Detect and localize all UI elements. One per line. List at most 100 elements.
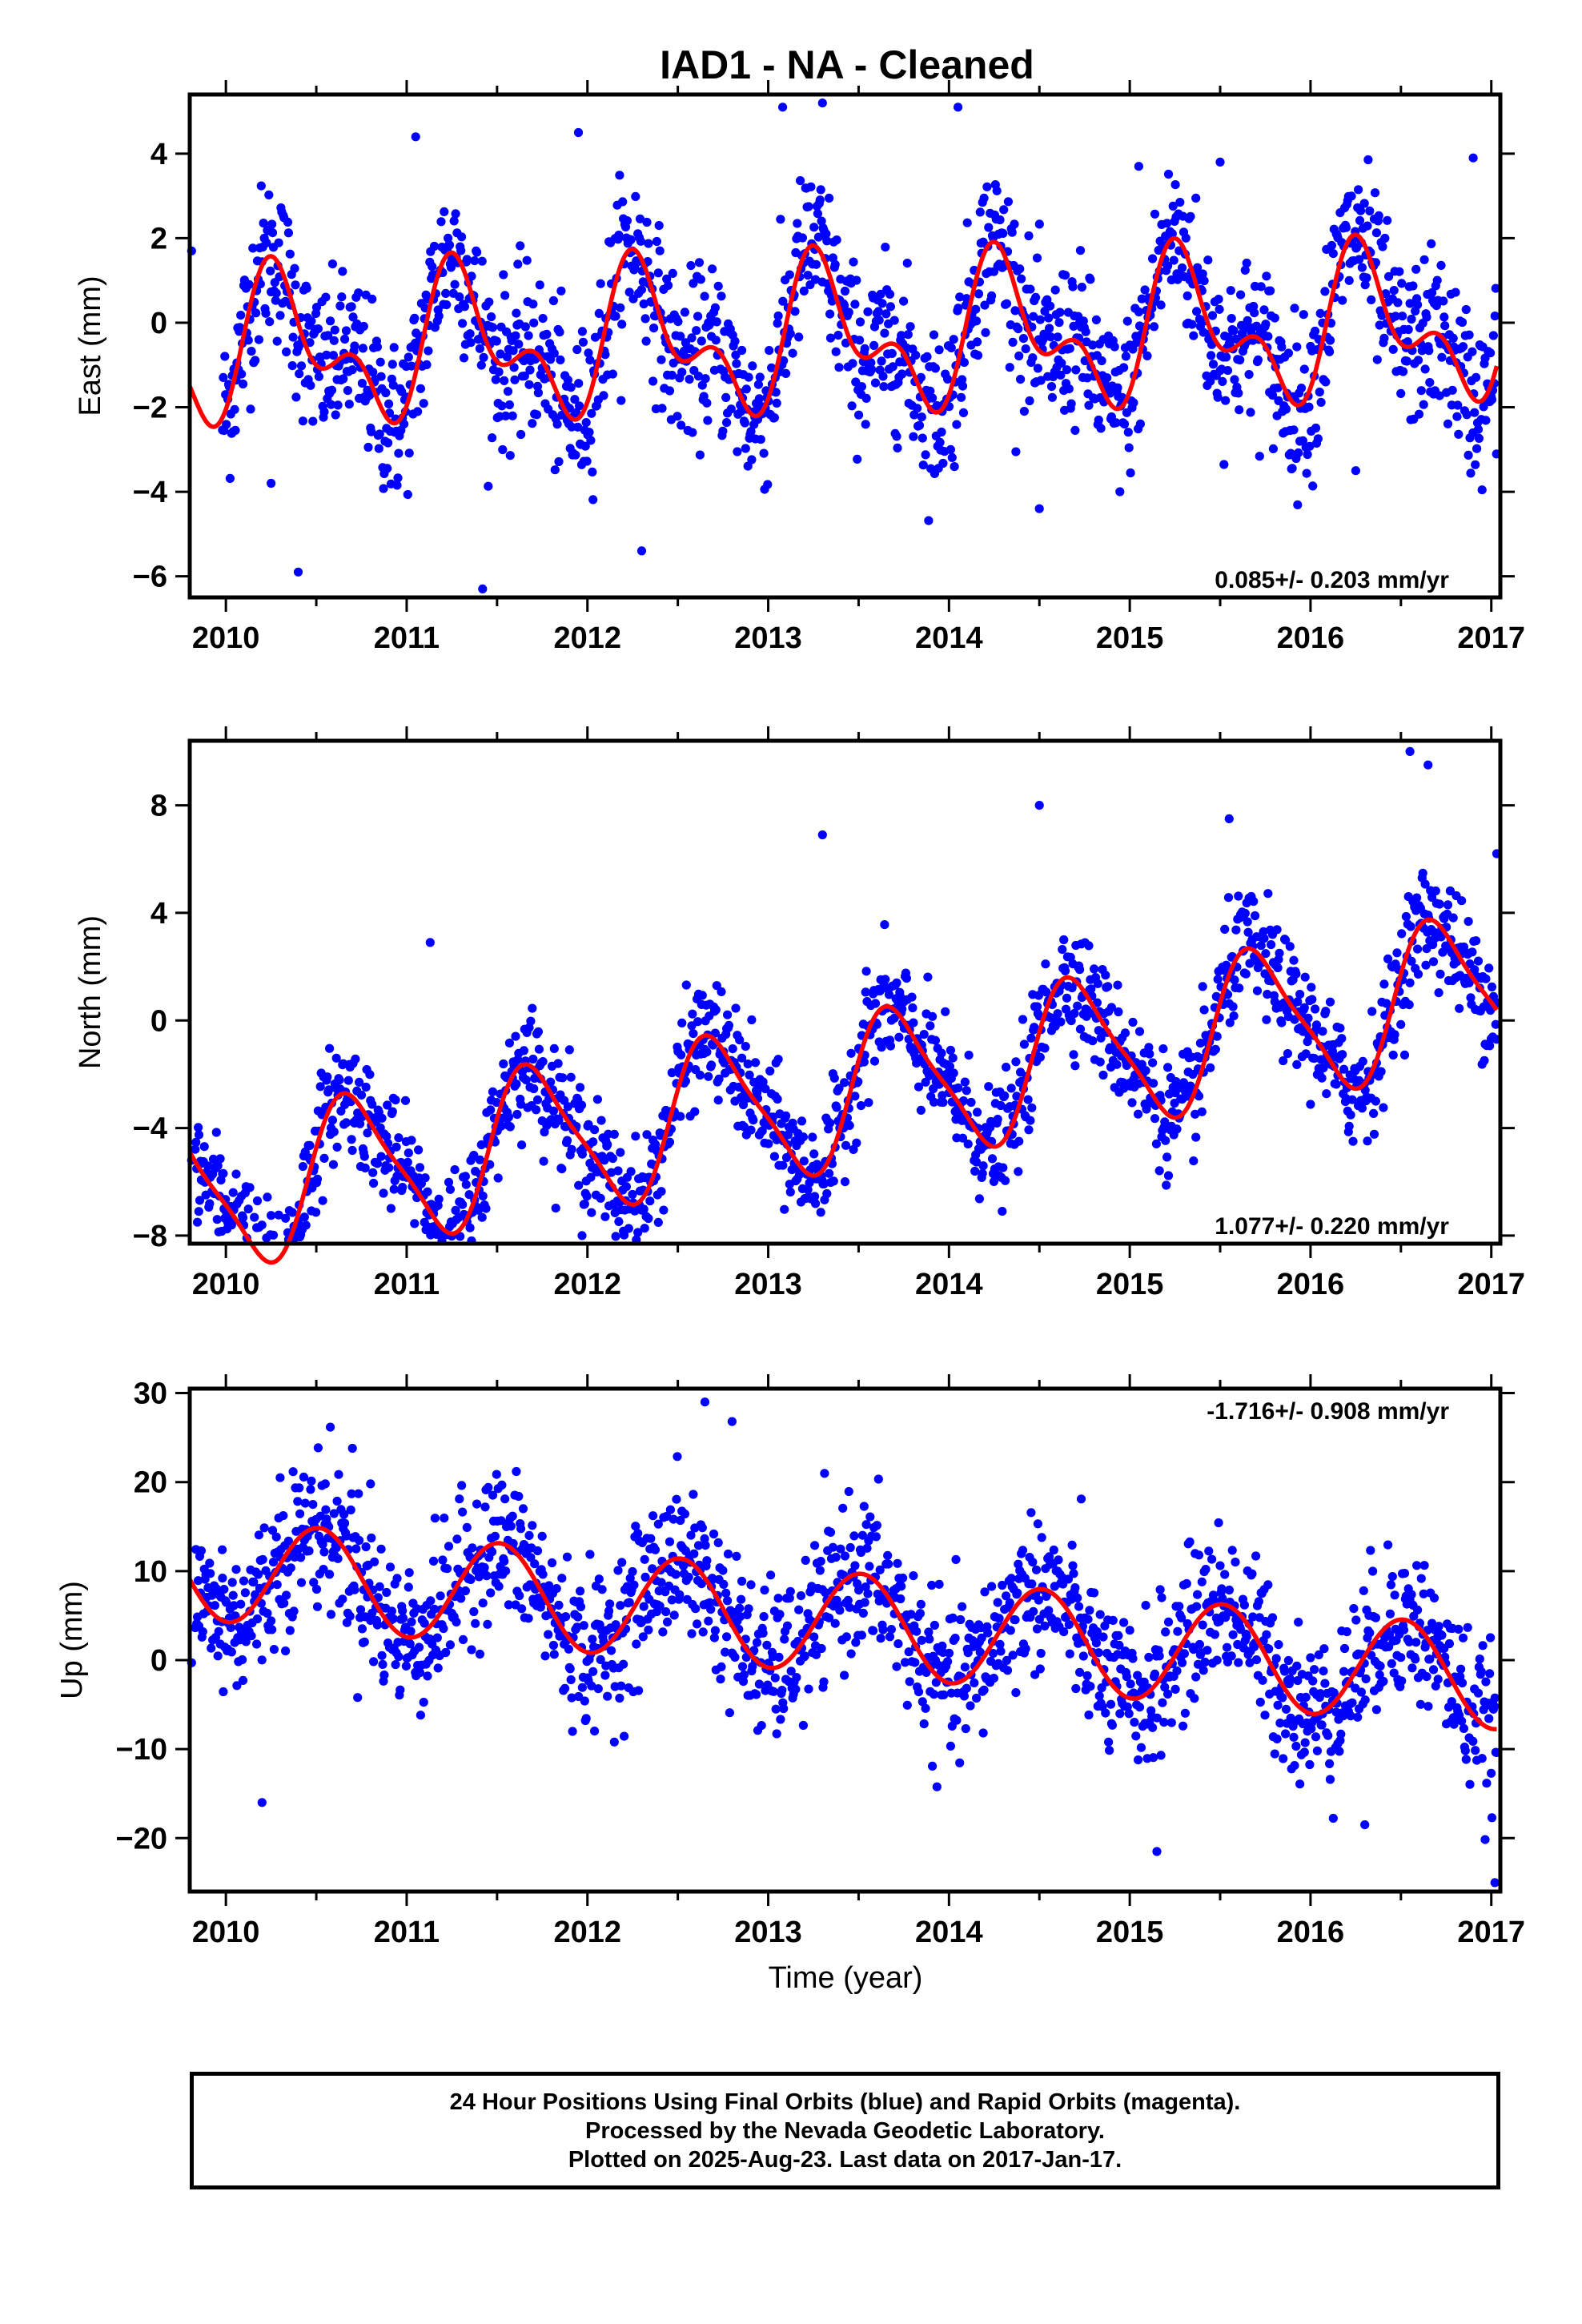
east-data-point xyxy=(1011,447,1021,456)
up-data-point xyxy=(332,1496,342,1506)
east-data-point xyxy=(296,361,307,371)
north-data-point xyxy=(1002,1063,1011,1072)
east-data-point xyxy=(1468,347,1477,356)
north-data-point xyxy=(563,1102,573,1112)
east-data-point xyxy=(1411,264,1421,274)
east-data-point xyxy=(494,367,504,376)
north-data-point xyxy=(394,1133,404,1143)
up-data-point xyxy=(759,1612,769,1622)
east-data-point xyxy=(465,329,475,339)
up-data-point xyxy=(960,1663,970,1672)
up-data-point xyxy=(817,1643,826,1654)
east-data-point xyxy=(870,378,881,388)
north-data-point xyxy=(329,1127,339,1136)
north-data-point xyxy=(1103,982,1113,991)
north-data-point xyxy=(191,1137,201,1147)
east-data-point xyxy=(1316,397,1326,407)
east-data-point xyxy=(1262,271,1271,281)
up-data-point xyxy=(838,1503,848,1513)
north-data-point xyxy=(1120,1028,1130,1038)
east-data-point xyxy=(946,343,956,352)
north-data-point xyxy=(1401,911,1411,922)
north-data-point xyxy=(590,1125,600,1135)
up-data-point xyxy=(532,1546,543,1556)
up-data-point xyxy=(271,1532,281,1542)
north-data-point xyxy=(379,1188,388,1198)
up-data-point xyxy=(878,1625,888,1634)
north-data-point xyxy=(1220,924,1230,934)
east-data-point xyxy=(484,481,493,491)
east-data-point xyxy=(877,356,886,366)
east-data-point xyxy=(854,410,864,420)
north-data-point xyxy=(1056,1017,1066,1027)
up-data-point xyxy=(580,1696,589,1706)
north-data-point xyxy=(639,1204,648,1214)
up-data-point xyxy=(353,1693,363,1703)
east-data-point xyxy=(1230,375,1239,384)
east-data-point xyxy=(1078,316,1088,326)
east-data-point xyxy=(256,181,266,191)
east-data-point xyxy=(1199,276,1209,286)
up-data-point xyxy=(1034,1595,1043,1605)
east-rate-label: 0.085+/- 0.203 mm/yr xyxy=(1215,567,1449,593)
east-data-point xyxy=(903,330,913,340)
north-data-point xyxy=(1388,1050,1398,1060)
east-data-point xyxy=(831,347,841,356)
north-data-point xyxy=(456,1232,465,1241)
east-data-point xyxy=(1019,406,1029,416)
north-data-point xyxy=(301,1220,311,1230)
east-x-tick-label: 2016 xyxy=(1277,621,1345,655)
up-data-point xyxy=(1091,1638,1101,1648)
east-data-point xyxy=(1365,206,1375,215)
east-y-tick-label: 2 xyxy=(151,222,167,255)
up-data-point xyxy=(588,1667,598,1676)
up-data-point xyxy=(313,1443,323,1453)
north-data-point xyxy=(367,1100,377,1109)
east-data-point xyxy=(756,435,765,444)
east-data-point xyxy=(1357,263,1367,272)
east-data-point xyxy=(1227,314,1236,324)
up-data-point xyxy=(1083,1614,1093,1624)
north-data-point xyxy=(477,1212,487,1222)
north-data-point xyxy=(343,1076,353,1085)
east-data-point xyxy=(676,332,685,341)
east-data-point xyxy=(958,375,967,384)
north-data-point xyxy=(199,1142,209,1152)
up-data-point xyxy=(524,1530,534,1540)
east-data-point xyxy=(1034,219,1044,229)
east-data-point xyxy=(732,359,741,368)
east-data-point xyxy=(796,176,805,186)
east-data-point xyxy=(424,346,433,356)
east-data-point xyxy=(1057,358,1066,368)
east-data-point xyxy=(274,238,283,247)
up-data-point xyxy=(970,1678,979,1687)
north-data-point xyxy=(519,1046,529,1055)
east-data-point xyxy=(1383,215,1392,225)
east-data-point xyxy=(1474,433,1484,444)
north-data-point xyxy=(1443,900,1453,910)
east-data-point xyxy=(905,322,915,332)
north-fit xyxy=(187,917,1499,1265)
north-data-point xyxy=(1267,940,1276,950)
up-data-point xyxy=(1108,1615,1118,1625)
north-data-point xyxy=(799,1156,809,1166)
north-data-point xyxy=(785,1187,795,1197)
east-data-point xyxy=(1270,313,1279,323)
east-data-point xyxy=(848,359,857,368)
north-data-point xyxy=(521,1076,531,1085)
up-data-point xyxy=(646,1534,656,1543)
north-data-point xyxy=(1084,941,1094,951)
up-data-point xyxy=(1319,1667,1328,1676)
north-data-point xyxy=(1325,997,1335,1007)
east-data-point xyxy=(1468,153,1478,163)
north-data-point xyxy=(391,1096,400,1105)
east-data-point xyxy=(614,231,624,240)
east-data-point xyxy=(272,336,282,346)
east-data-point xyxy=(697,380,707,390)
up-data-point xyxy=(351,1544,361,1554)
north-data-point xyxy=(621,1182,632,1192)
up-data-point xyxy=(886,1625,896,1634)
east-data-point xyxy=(492,336,501,346)
north-data-point xyxy=(1134,1109,1143,1119)
north-data-point xyxy=(1023,1095,1033,1104)
